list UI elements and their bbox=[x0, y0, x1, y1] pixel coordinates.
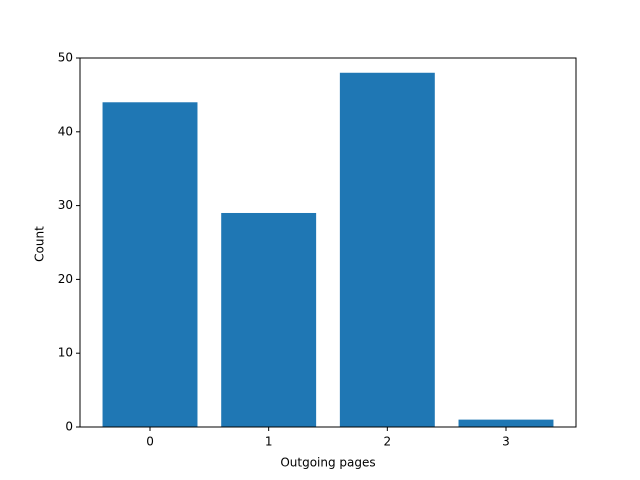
bar bbox=[102, 102, 198, 427]
x-axis-label: Outgoing pages bbox=[280, 456, 375, 470]
x-tick-label: 0 bbox=[146, 435, 154, 449]
y-tick-label: 10 bbox=[58, 346, 73, 360]
y-tick-label: 50 bbox=[58, 51, 73, 65]
x-tick-label: 2 bbox=[384, 435, 392, 449]
x-tick-label: 3 bbox=[502, 435, 510, 449]
y-tick-label: 20 bbox=[58, 272, 73, 286]
y-tick-label: 0 bbox=[65, 420, 73, 434]
bar bbox=[458, 419, 554, 427]
plot-frame bbox=[79, 57, 577, 428]
y-axis-label: Count bbox=[33, 226, 47, 262]
x-tick-label: 1 bbox=[265, 435, 273, 449]
y-tick-label: 30 bbox=[58, 198, 73, 212]
y-tick-label: 40 bbox=[58, 124, 73, 138]
bar bbox=[221, 212, 317, 427]
bar bbox=[339, 72, 435, 427]
